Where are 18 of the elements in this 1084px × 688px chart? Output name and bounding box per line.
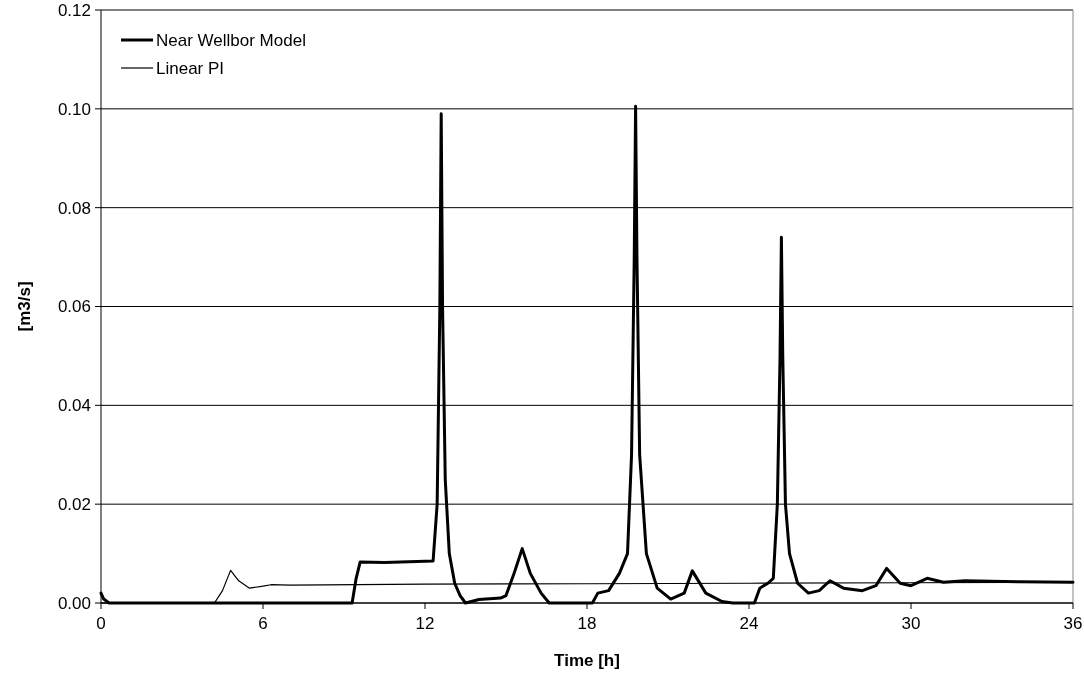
y-tick-label: 0.02 bbox=[57, 495, 91, 515]
x-tick-label: 24 bbox=[739, 614, 759, 633]
y-tick-label: 0.04 bbox=[57, 396, 91, 416]
x-tick-label: 12 bbox=[415, 614, 435, 633]
legend-label: Near Wellbor Model bbox=[156, 30, 306, 50]
x-axis-title: Time [h] bbox=[554, 651, 620, 670]
x-tick-label: 18 bbox=[577, 614, 597, 633]
y-axis-title: [m3/s] bbox=[15, 281, 34, 332]
y-tick-label: 0.00 bbox=[57, 593, 91, 613]
x-tick-label: 30 bbox=[901, 614, 921, 633]
x-tick-label: 0 bbox=[96, 614, 106, 633]
y-tick-label: 0.08 bbox=[57, 198, 91, 218]
legend-label: Linear PI bbox=[156, 58, 225, 78]
x-tick-label: 36 bbox=[1063, 614, 1083, 633]
x-tick-label: 6 bbox=[258, 614, 268, 633]
y-tick-label: 0.06 bbox=[57, 297, 91, 317]
y-tick-label: 0.12 bbox=[57, 0, 91, 20]
y-tick-label: 0.10 bbox=[57, 99, 91, 119]
